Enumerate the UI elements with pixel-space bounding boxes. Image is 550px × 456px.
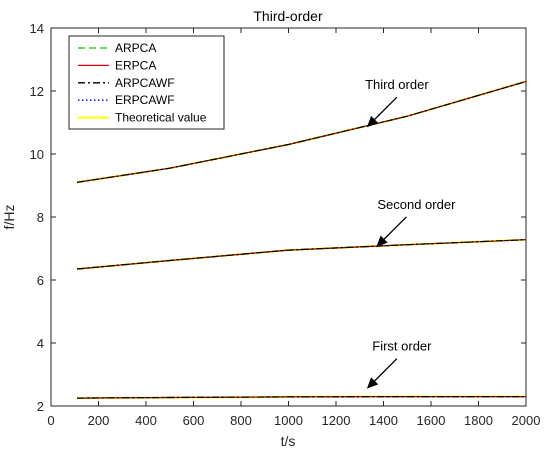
annotation-arrow-second-order <box>379 216 407 244</box>
annotation-arrowhead-first-order <box>366 377 379 389</box>
legend-label: ERPCA <box>115 58 156 72</box>
annotation-label-first-order: First order <box>372 339 432 354</box>
x-tick-label: 2000 <box>512 413 541 428</box>
y-tick-label: 2 <box>37 399 44 414</box>
x-tick-label: 400 <box>135 413 157 428</box>
series-line-arpcawf-second <box>77 239 526 270</box>
annotations: Third order Second order First order <box>365 77 456 389</box>
x-tick-label: 800 <box>230 413 252 428</box>
chart-title: Third-order <box>253 8 323 24</box>
series-lines <box>76 80 526 400</box>
legend-label: Theoretical value <box>115 111 207 125</box>
x-tick-label: 1000 <box>274 413 303 428</box>
y-axis-ticks: 2 4 6 8 10 12 14 <box>30 21 526 414</box>
y-tick-label: 6 <box>37 273 44 288</box>
annotation-label-third-order: Third order <box>365 77 429 92</box>
legend-label: ERPCAWF <box>115 93 175 107</box>
annotation-arrowhead-second-order <box>376 235 388 247</box>
y-tick-label: 8 <box>37 210 44 225</box>
x-tick-label: 200 <box>88 413 110 428</box>
y-tick-label: 4 <box>37 336 44 351</box>
x-tick-label: 1200 <box>322 413 351 428</box>
x-tick-label: 0 <box>47 413 54 428</box>
y-tick-label: 12 <box>30 84 44 99</box>
annotation-arrow-third-order <box>370 96 398 124</box>
y-tick-label: 10 <box>30 147 44 162</box>
series-line-arpcawf-first <box>77 396 526 399</box>
x-tick-label: 1800 <box>464 413 493 428</box>
x-axis-label: t/s <box>281 433 296 449</box>
legend-label: ARPCA <box>115 41 156 55</box>
series-line-arpcawf-third <box>77 80 526 183</box>
y-tick-label: 14 <box>30 21 44 36</box>
annotation-arrow-first-order <box>370 358 398 386</box>
y-axis-label: f/Hz <box>1 205 17 230</box>
legend: ARPCA ERPCA ARPCAWF ERPCAWF Theoretical valu… <box>68 35 225 130</box>
x-tick-label: 1400 <box>369 413 398 428</box>
x-axis-ticks: 0 200 400 600 800 1000 1200 1400 1600 1800 2000 <box>47 28 540 428</box>
legend-label: ARPCAWF <box>115 76 175 90</box>
x-tick-label: 600 <box>183 413 205 428</box>
annotation-arrowhead-third-order <box>366 115 379 128</box>
x-tick-label: 1600 <box>417 413 446 428</box>
annotation-label-second-order: Second order <box>377 197 456 212</box>
